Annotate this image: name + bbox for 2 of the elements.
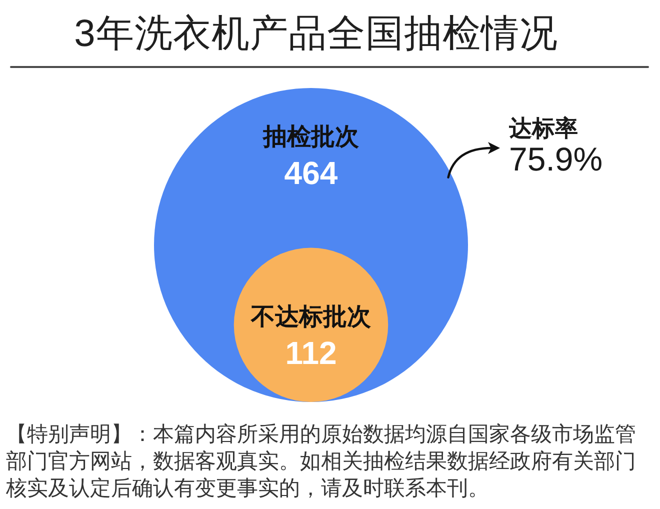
note: 【特别声明】：本篇内容所采用的原始数据均源自国家各级市场监管部门官方网站，数据客观真实。如相关抽检结果数据经政府有关部门核实及认定后确认有变更事实的，请及时联系本刊。: [6, 422, 637, 502]
title: 3年洗衣机产品全国抽检情况: [74, 13, 558, 55]
